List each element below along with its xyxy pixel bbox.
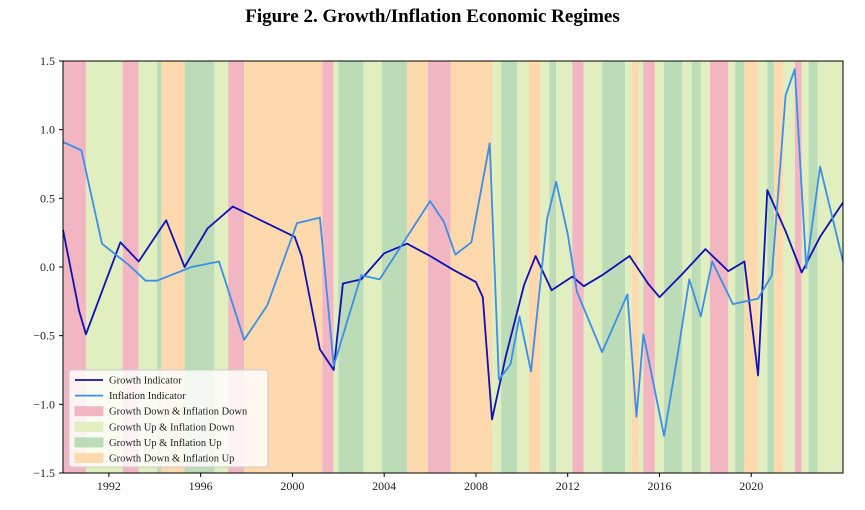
- legend-patch-swatch: [74, 453, 104, 463]
- regime-band-gu_id: [654, 61, 665, 473]
- regime-band-gu_iu: [501, 61, 518, 473]
- y-tick-label: −0.5: [33, 329, 55, 343]
- legend: Growth Indicator Inflation Indicator Growt…: [68, 369, 269, 468]
- regime-band-gd_iu: [450, 61, 492, 473]
- legend-patch-swatch: [74, 406, 104, 417]
- regime-band-gd_id: [643, 61, 655, 473]
- x-tick: 2016: [647, 473, 671, 493]
- regime-band-gu_id: [682, 61, 692, 473]
- regime-band-gu_id: [817, 61, 843, 473]
- regime-band-gu_id: [625, 61, 632, 473]
- x-tick: 2000: [280, 473, 304, 493]
- y-tick: 1.0: [40, 123, 63, 137]
- regime-band-gu_iu: [735, 61, 745, 473]
- y-tick: −1.5: [33, 466, 63, 480]
- x-tick: 2004: [372, 473, 396, 493]
- legend-label: Growth Down & Inflation Up: [109, 454, 234, 465]
- x-tick-label: 2004: [372, 479, 396, 493]
- regime-band-gu_id: [333, 61, 339, 473]
- legend-patch-swatch: [74, 421, 104, 432]
- y-tick: 1.5: [40, 54, 63, 68]
- series-lines: [62, 68, 844, 437]
- regime-band-gu_id: [783, 61, 795, 473]
- regime-band-gu_id: [492, 61, 502, 473]
- regime-band-gd_iu: [774, 61, 784, 473]
- legend-box: [68, 369, 269, 468]
- y-tick: −1.0: [33, 397, 63, 411]
- x-tick-label: 1996: [189, 479, 213, 493]
- regime-band-gu_id: [638, 61, 644, 473]
- y-tick-label: 0.5: [40, 191, 55, 205]
- legend-label: Growth Indicator: [109, 376, 182, 387]
- regime-band-gd_id: [572, 61, 584, 473]
- regime-band-gd_iu: [528, 61, 541, 473]
- y-tick: 0.0: [40, 260, 63, 274]
- regime-band-gu_iu: [549, 61, 557, 473]
- regime-band-gu_iu: [808, 61, 818, 473]
- y-tick-label: 1.5: [40, 54, 55, 68]
- regime-band-gu_iu: [691, 61, 701, 473]
- x-tick-label: 2000: [280, 479, 304, 493]
- x-tick: 2008: [464, 473, 488, 493]
- x-axis: 1992 1996 2000 2004 2008 2012 2016 2020: [97, 473, 763, 493]
- regime-band-gu_iu: [767, 61, 775, 473]
- x-tick: 2012: [556, 473, 580, 493]
- regime-band-gd_id: [427, 61, 451, 473]
- regime-band-gu_id: [556, 61, 573, 473]
- regime-band-gu_iu: [157, 61, 162, 473]
- x-tick-label: 2016: [647, 479, 671, 493]
- regime-band-gu_id: [540, 61, 550, 473]
- regime-band-gd_iu: [407, 61, 428, 473]
- chart-title: Figure 2. Growth/Inflation Economic Regi…: [245, 6, 620, 27]
- legend-label: Growth Up & Inflation Down: [109, 422, 235, 433]
- y-tick-label: −1.0: [33, 397, 55, 411]
- regime-band-gu_id: [583, 61, 603, 473]
- legend-label: Growth Up & Inflation Up: [109, 438, 222, 449]
- regime-band-gd_id: [322, 61, 334, 473]
- y-axis: 1.5 1.0 0.5 0.0 −0.5 −1.0 −1.5: [33, 54, 63, 480]
- legend-label: Inflation Indicator: [109, 391, 186, 402]
- regime-band-gd_id: [709, 61, 729, 473]
- x-tick-label: 2020: [739, 479, 763, 493]
- regime-band-gd_iu: [744, 61, 759, 473]
- regime-band-gu_id: [517, 61, 529, 473]
- regime-band-gu_iu: [381, 61, 408, 473]
- legend-patch-swatch: [74, 437, 104, 448]
- legend-label: Growth Down & Inflation Down: [109, 407, 248, 418]
- y-tick-label: 0.0: [40, 260, 55, 274]
- y-tick: −0.5: [33, 329, 63, 343]
- regime-band-gd_iu: [631, 61, 639, 473]
- x-tick-label: 2008: [464, 479, 488, 493]
- regime-band-gu_id: [728, 61, 736, 473]
- series-line-inflation: [62, 68, 844, 437]
- x-tick: 1996: [189, 473, 213, 493]
- x-tick-label: 2012: [556, 479, 580, 493]
- y-tick-label: −1.5: [33, 466, 55, 480]
- regime-band-gu_iu: [338, 61, 364, 473]
- y-tick: 0.5: [40, 191, 63, 205]
- x-tick-label: 1992: [97, 479, 121, 493]
- regime-band-gu_iu: [664, 61, 683, 473]
- x-tick: 1992: [97, 473, 121, 493]
- series-line-growth: [62, 189, 844, 421]
- y-tick-label: 1.0: [40, 123, 55, 137]
- regime-band-gu_id: [700, 61, 710, 473]
- x-tick: 2020: [739, 473, 763, 493]
- regime-band-gd_id: [794, 61, 802, 473]
